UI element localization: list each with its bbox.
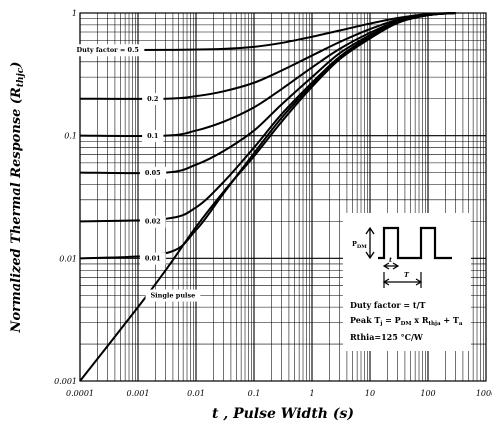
t-label: t <box>389 256 392 264</box>
series-label-background <box>145 289 201 302</box>
x-axis-title: t , Pulse Width (s) <box>212 406 354 422</box>
series-label-2: 0.1 <box>142 129 164 142</box>
annotation-box: PDM t T Duty factor = t/T Peak Tj = PDM … <box>343 213 471 351</box>
series-label-text: 0.01 <box>145 255 161 263</box>
grid <box>79 13 486 382</box>
x-tick-label: 1 <box>309 389 314 398</box>
series-label-3: 0.05 <box>139 166 167 179</box>
series-line-6 <box>79 12 456 382</box>
series-label-background <box>142 129 164 142</box>
x-tick-label: 0.001 <box>127 389 150 398</box>
series-label-text: 0.2 <box>147 95 158 103</box>
series-label-text: 0.02 <box>145 218 161 226</box>
x-tick-label: 10 <box>365 389 375 398</box>
series-label-0: Duty factor = 0.5 <box>71 44 145 57</box>
series-label-text: 0.1 <box>147 132 158 140</box>
series-label-text: Duty factor = 0.5 <box>76 46 139 54</box>
series-line-1 <box>79 12 456 100</box>
pdm-label: PDM <box>352 240 367 250</box>
T-label: T <box>404 271 410 279</box>
rthia-value: Rthia=125 °C/W <box>350 332 424 342</box>
t-width-arrow <box>382 262 400 270</box>
peak-tj-formula: Peak Tj = PDM x Rthja + Ta <box>350 315 463 327</box>
x-tick-label: 0.01 <box>187 389 205 398</box>
pdm-arrow <box>365 226 375 260</box>
series-label-background <box>139 215 166 228</box>
series-label-background <box>142 93 164 106</box>
y-tick-label: 1 <box>72 9 77 18</box>
y-tick-label: 0.01 <box>59 254 77 263</box>
x-tick-label: 100 <box>420 389 435 398</box>
plot-frame <box>79 12 487 382</box>
series-labels: Duty factor = 0.5 0.2 0.1 0.05 0.02 0.01 Singl… <box>71 44 201 302</box>
series-label-4: 0.02 <box>139 215 166 228</box>
T-period-arrow <box>382 272 423 288</box>
series-label-6: Single pulse <box>145 289 201 302</box>
x-tick-label: 0.0001 <box>66 389 94 398</box>
series-line-3 <box>79 12 456 175</box>
series-label-5: 0.01 <box>139 252 166 265</box>
series-line-0 <box>79 12 456 52</box>
series-lines <box>79 12 456 382</box>
pulse-train-waveform <box>378 226 452 260</box>
y-axis-title-main: Normalized Thermal Response (R <box>9 87 24 333</box>
x-tick-label: 0.1 <box>248 389 261 398</box>
series-label-1: 0.2 <box>142 93 164 106</box>
y-tick-label: 0.001 <box>54 377 77 386</box>
y-tick-label: 0.1 <box>64 132 77 141</box>
y-axis-title: Normalized Thermal Response (Rthjc) <box>9 62 26 334</box>
y-axis-title-close: ) <box>9 62 24 69</box>
series-label-text: Single pulse <box>150 292 195 300</box>
series-label-background <box>139 166 167 179</box>
series-label-background <box>139 252 166 265</box>
y-axis-title-sub: thjc <box>16 67 26 87</box>
series-label-text: 0.05 <box>145 169 161 177</box>
series-label-background <box>71 44 145 57</box>
duty-factor-formula: Duty factor = t/T <box>350 300 426 310</box>
